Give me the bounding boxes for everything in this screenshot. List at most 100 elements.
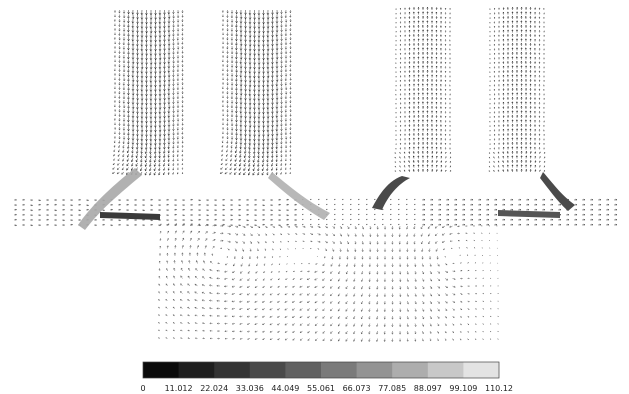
right-exhaust-1-vector <box>422 33 425 38</box>
right-exhaust-1-vector <box>399 111 402 114</box>
right-exhaust-1-vector <box>422 60 424 65</box>
left-intake-2-vector <box>221 153 224 157</box>
left-intake-2-vector <box>284 167 287 171</box>
right-exhaust-1-vector <box>449 84 451 87</box>
right-exhaust-1-vector <box>408 38 411 42</box>
cylinder-vector <box>322 308 326 312</box>
cylinder-vector <box>452 278 456 280</box>
cylinder-vector <box>238 300 243 303</box>
left-intake-2-vector <box>280 45 283 51</box>
right-exhaust-2-vector <box>493 52 496 56</box>
colorbar-frame <box>142 361 500 379</box>
left-intake-1-vector <box>122 63 126 68</box>
gap-vector <box>69 209 74 211</box>
cylinder-vector <box>399 315 402 320</box>
cylinder-vector <box>413 248 416 253</box>
right-exhaust-1-vector <box>404 142 406 146</box>
gap-vector <box>45 209 50 211</box>
cylinder-vector <box>435 248 438 252</box>
left-intake-2-vector <box>275 81 279 87</box>
left-intake-1-vector <box>127 81 130 87</box>
left-intake-1-vector <box>176 55 180 59</box>
right-exhaust-2-vector <box>502 128 505 132</box>
left-intake-2-vector <box>284 100 288 104</box>
left-intake-2-vector <box>230 108 234 113</box>
left-intake-2-vector <box>226 59 229 64</box>
gap-vector <box>29 199 34 201</box>
cylinder-vector <box>459 330 462 333</box>
left-intake-2-vector <box>275 113 279 119</box>
right-exhaust-2-vector <box>493 61 496 64</box>
gap-vector <box>341 223 344 226</box>
right-exhaust-2-vector <box>520 29 523 33</box>
right-exhaust-1-vector <box>417 164 420 168</box>
left-intake-2-vector <box>271 68 274 74</box>
left-intake-1-vector <box>118 144 121 149</box>
gap-vector <box>21 219 26 221</box>
gap-vector <box>69 204 74 207</box>
left-intake-2-vector <box>230 91 234 95</box>
gap-vector <box>21 198 26 201</box>
right-exhaust-1-vector <box>417 146 420 150</box>
gap-vector <box>317 198 320 201</box>
gap-vector <box>381 208 384 211</box>
left-intake-2-vector <box>226 144 229 149</box>
left-intake-1-vector <box>181 32 184 36</box>
left-intake-2-vector <box>230 68 234 73</box>
right-exhaust-2-vector <box>511 60 514 64</box>
right-exhaust-1-vector <box>440 29 442 33</box>
right-exhaust-2-vector <box>489 35 491 37</box>
left-intake-2-vector <box>280 32 283 37</box>
left-intake-1-vector <box>127 41 130 46</box>
gap-vector <box>325 203 328 206</box>
left-intake-1-vector <box>177 149 179 153</box>
colorbar-cells <box>143 362 500 378</box>
left-intake-1-vector <box>118 14 121 19</box>
gap-vector <box>261 204 266 207</box>
right-exhaust-1-vector <box>422 69 424 74</box>
right-exhaust-2-vector <box>525 29 528 33</box>
left-intake-2-vector <box>234 149 238 154</box>
cylinder-vector <box>158 283 161 287</box>
gap-vector <box>165 214 170 217</box>
right-exhaust-1-vector <box>426 141 429 146</box>
gap-vector <box>205 219 210 221</box>
left-intake-1-vector <box>135 144 139 150</box>
left-intake-2-vector <box>289 118 292 122</box>
gap-vector <box>54 219 58 221</box>
cylinder-vector <box>219 247 223 249</box>
cylinder-vector <box>368 285 371 290</box>
right-exhaust-2-vector <box>539 151 541 155</box>
right-exhaust-1-vector <box>408 74 411 78</box>
right-exhaust-2-vector <box>498 97 500 101</box>
gap-vector <box>149 223 154 226</box>
left-intake-1-vector <box>144 162 148 168</box>
left-intake-1-vector <box>113 140 116 144</box>
right-exhaust-2-vector <box>493 147 496 150</box>
cylinder-vector <box>278 263 281 266</box>
cylinder-vector <box>421 248 424 253</box>
cylinder-vector <box>441 225 446 228</box>
gap-vector <box>413 198 416 201</box>
left-intake-2-vector <box>284 36 287 41</box>
gap-vector <box>493 198 498 201</box>
right-exhaust-2-vector <box>498 124 500 128</box>
right-exhaust-1-vector <box>422 110 424 114</box>
right-exhaust-1-vector <box>440 128 442 132</box>
right-exhaust-1-vector <box>422 47 424 51</box>
left-intake-1-vector <box>122 109 126 113</box>
cylinder-vector <box>277 323 281 326</box>
cylinder-vector <box>165 306 168 309</box>
left-intake-1-vector <box>172 54 175 60</box>
gap-vector <box>149 219 154 222</box>
cylinder-vector <box>376 263 379 268</box>
gap-vector <box>125 224 130 227</box>
cylinder-vector <box>231 330 236 333</box>
right-exhaust-2-vector <box>520 6 523 11</box>
gap-vector <box>477 198 482 201</box>
cylinder-vector <box>429 285 433 289</box>
right-exhaust-2-vector <box>493 160 495 164</box>
left-intake-1-vector <box>118 54 121 59</box>
cylinder-vector <box>427 233 431 237</box>
right-exhaust-2-vector <box>502 137 505 141</box>
